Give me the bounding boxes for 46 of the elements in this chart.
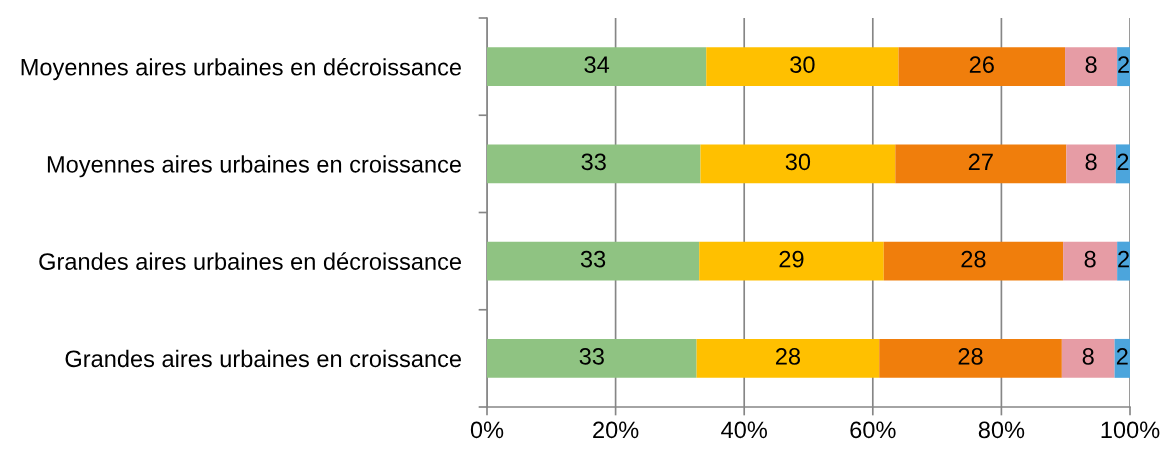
bar <box>883 241 1064 281</box>
bar <box>1063 241 1118 281</box>
data-label: 33 <box>581 153 606 171</box>
data-label: 2 <box>1117 153 1129 170</box>
bar <box>487 144 701 184</box>
x-tick-label: 40% <box>721 421 767 439</box>
data-label: 8 <box>1084 250 1096 268</box>
bar <box>700 144 896 184</box>
data-label: 28 <box>958 347 983 365</box>
x-tick-label: 20% <box>593 421 639 439</box>
x-tick-label: 80% <box>978 421 1025 439</box>
data-label: 27 <box>968 153 993 170</box>
y-tick-label: Moyennes aires urbaines en décroissance <box>21 57 461 81</box>
bar <box>879 338 1062 378</box>
data-label: 34 <box>584 56 610 73</box>
data-label: 28 <box>961 250 986 268</box>
data-label: 30 <box>785 153 811 171</box>
data-label: 28 <box>775 347 801 365</box>
data-label: 33 <box>580 250 606 268</box>
bar <box>487 47 707 87</box>
data-label: 2 <box>1116 347 1128 365</box>
bar <box>1065 47 1118 87</box>
data-label: 30 <box>790 56 815 73</box>
data-label: 8 <box>1082 347 1094 365</box>
y-tick-label: Moyennes aires urbaines en croissance <box>47 155 461 178</box>
x-tick-label: 0% <box>470 421 504 439</box>
bar <box>1066 144 1116 184</box>
bar <box>487 241 700 281</box>
x-tick-label: 60% <box>850 421 896 439</box>
x-tick-label: 100% <box>1101 421 1160 439</box>
y-tick-label: Grandes aires urbaines en croissance <box>65 349 461 368</box>
data-label: 8 <box>1085 56 1097 73</box>
data-label: 2 <box>1118 250 1129 268</box>
bar <box>898 47 1066 87</box>
bar <box>487 338 697 378</box>
data-label: 8 <box>1085 153 1097 171</box>
bar <box>706 47 899 87</box>
bar <box>1061 338 1115 378</box>
y-tick-label: Grandes aires urbaines en décroissance <box>39 252 461 270</box>
data-label: 2 <box>1118 56 1129 73</box>
data-label: 29 <box>779 250 804 268</box>
bar <box>895 144 1067 184</box>
bar <box>699 241 884 281</box>
data-label: 33 <box>579 347 604 365</box>
data-label: 26 <box>969 56 994 73</box>
bar <box>696 338 880 378</box>
